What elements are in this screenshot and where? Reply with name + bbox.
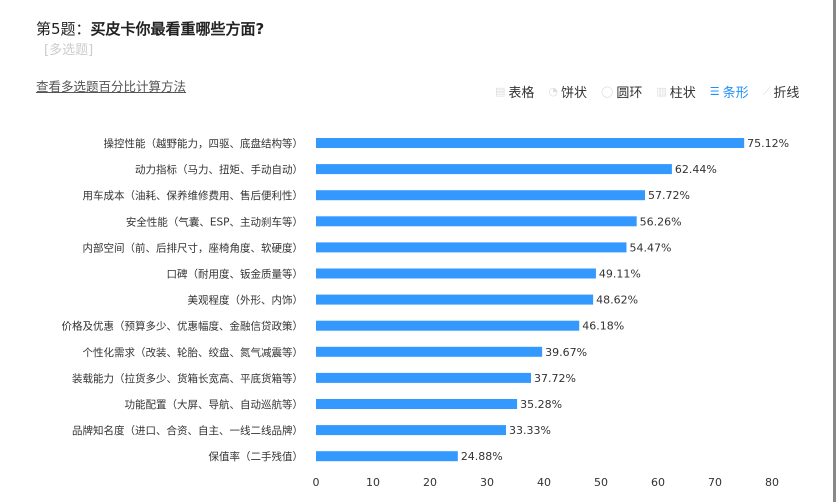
calc-method-link[interactable]: 查看多选题百分比计算方法: [36, 79, 187, 94]
data-label: 48.62%: [596, 294, 638, 307]
line-icon: ⟋: [762, 84, 771, 98]
data-label: 33.33%: [509, 424, 551, 437]
data-label: 54.47%: [629, 241, 671, 254]
tab-label: 圆环: [616, 86, 643, 101]
column-icon: ▥: [656, 85, 667, 98]
tab-bar[interactable]: ☰ 条形: [710, 82, 749, 101]
tab-line[interactable]: ⟋ 折线: [762, 82, 800, 102]
data-label: 56.26%: [640, 215, 682, 228]
question-number: 第5题：: [36, 20, 91, 38]
question-type: [多选题]: [44, 43, 94, 58]
category-label: 美观程度（外形、内饰）: [188, 294, 304, 307]
bar: [316, 346, 543, 357]
tab-ring[interactable]: ◯ 圆环: [601, 82, 642, 101]
ring-icon: ◯: [601, 85, 614, 98]
data-label: 46.18%: [582, 320, 624, 333]
pie-icon: ◔: [548, 85, 559, 98]
x-tick-label: 0: [313, 476, 320, 489]
data-label: 24.88%: [461, 450, 503, 463]
x-tick-label: 50: [594, 476, 608, 489]
tab-table[interactable]: ▤ 表格: [495, 82, 534, 101]
data-label: 35.28%: [520, 398, 562, 411]
bar: [316, 425, 506, 436]
category-label: 操控性能（越野能力，四驱、底盘结构等）: [104, 137, 304, 150]
bar: [316, 372, 532, 383]
bar: [316, 190, 646, 201]
scrollbar[interactable]: [833, 0, 836, 502]
tab-label: 柱状: [669, 86, 696, 101]
question-text: 买皮卡你最看重哪些方面?: [90, 20, 265, 38]
tab-label: 折线: [773, 86, 800, 101]
category-label: 个性化需求（改装、轮胎、绞盘、氮气减震等）: [83, 346, 304, 359]
data-label: 57.72%: [648, 189, 690, 202]
category-label: 用车成本（油耗、保养维修费用、售后便利性）: [83, 189, 304, 202]
data-label: 49.11%: [599, 268, 641, 281]
table-icon: ▤: [495, 85, 506, 98]
x-tick-label: 80: [765, 476, 779, 489]
tab-label: 条形: [722, 86, 749, 101]
x-tick-label: 40: [537, 476, 551, 489]
category-label: 保值率（二手残值）: [209, 450, 304, 463]
category-label: 品牌知名度（进口、合资、自主、一线二线品牌）: [72, 424, 303, 437]
category-label: 动力指标（马力、扭矩、手动自动）: [135, 163, 303, 176]
bar: [316, 242, 627, 253]
category-label: 功能配置（大屏、导航、自动巡航等）: [125, 398, 304, 411]
bar: [316, 268, 596, 279]
tab-label: 饼状: [561, 86, 588, 101]
x-tick-label: 60: [651, 476, 665, 489]
category-label: 装载能力（拉货多少、货箱长宽高、平底货箱等）: [72, 372, 303, 385]
data-label: 39.67%: [545, 346, 587, 359]
category-label: 安全性能（气囊、ESP、主动刹车等）: [126, 215, 303, 228]
category-label: 口碑（耐用度、钣金质量等）: [167, 268, 304, 281]
bar: [316, 399, 518, 409]
x-tick-label: 70: [708, 476, 722, 489]
bar: [316, 451, 458, 462]
bar-icon: ☰: [709, 85, 720, 98]
tab-column[interactable]: ▥ 柱状: [656, 82, 695, 101]
category-label: 价格及优惠（预算多少、优惠幅度、金融信贷政策）: [62, 320, 304, 333]
bar: [316, 138, 745, 148]
category-label: 内部空间（前、后排尺寸，座椅角度、软硬度）: [83, 241, 304, 254]
bar: [316, 164, 672, 175]
data-label: 75.12%: [747, 137, 789, 150]
tab-pie[interactable]: ◔ 饼状: [548, 82, 587, 101]
data-label: 37.72%: [534, 372, 576, 385]
x-tick-label: 30: [480, 476, 494, 489]
bar: [316, 294, 594, 305]
x-tick-label: 10: [366, 476, 380, 489]
question-title: 第5题：买皮卡你最看重哪些方面?: [36, 18, 264, 39]
bar: [316, 216, 637, 227]
x-tick-label: 20: [423, 476, 437, 489]
data-label: 62.44%: [675, 163, 717, 176]
tab-label: 表格: [508, 86, 535, 101]
chart-type-tabs: ▤ 表格 ◔ 饼状 ◯ 圆环 ▥ 柱状 ☰ 条形 ⟋ 折线: [495, 82, 800, 102]
bar: [316, 320, 580, 331]
